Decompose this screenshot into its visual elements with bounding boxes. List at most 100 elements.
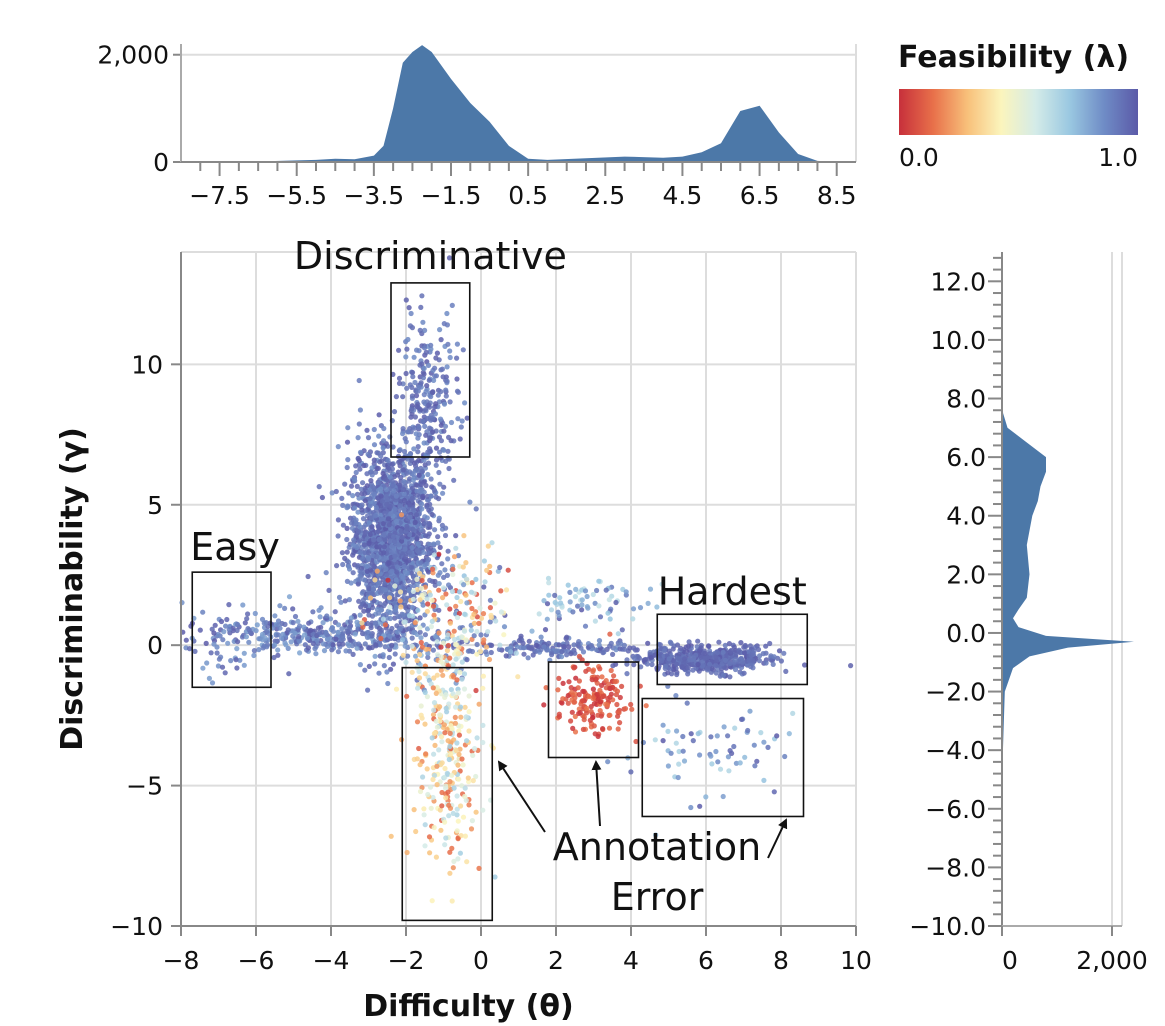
scatter-point	[444, 310, 450, 317]
scatter-point	[754, 758, 760, 764]
scatter-point	[687, 657, 693, 663]
scatter-point	[407, 550, 413, 556]
scatter-point	[487, 563, 493, 570]
scatter-point	[413, 393, 420, 399]
scatter-point	[418, 635, 424, 641]
scatter-point	[394, 472, 401, 478]
scatter-point	[424, 561, 430, 567]
scatter-point	[403, 297, 409, 303]
scatter-point	[431, 541, 437, 547]
scatter-point	[235, 639, 241, 645]
scatter-point	[747, 643, 754, 649]
right-ytick-label: −4.0	[925, 736, 986, 765]
scatter-point	[417, 327, 423, 333]
scatter-point	[455, 836, 461, 842]
scatter-point	[264, 629, 270, 635]
scatter-point	[344, 549, 350, 555]
scatter-point	[437, 704, 443, 710]
scatter-point	[384, 501, 390, 507]
scatter-point	[407, 613, 413, 619]
scatter-point	[417, 629, 423, 635]
scatter-point	[336, 641, 342, 647]
scatter-point	[605, 610, 611, 616]
scatter-point	[498, 588, 504, 594]
scatter-point	[675, 774, 681, 781]
scatter-point	[397, 626, 403, 632]
scatter-point	[752, 763, 758, 769]
scatter-point	[378, 503, 384, 509]
scatter-point	[496, 646, 502, 653]
scatter-point	[393, 394, 399, 400]
scatter-point	[369, 465, 375, 471]
scatter-point	[403, 659, 409, 666]
scatter-point	[457, 436, 463, 442]
scatter-point	[414, 512, 420, 518]
scatter-point	[619, 627, 625, 633]
scatter-point	[390, 483, 396, 489]
scatter-point	[415, 607, 421, 613]
scatter-point	[455, 651, 461, 657]
scatter-point	[241, 650, 247, 656]
scatter-point	[450, 566, 456, 572]
scatter-point	[588, 642, 595, 649]
scatter-point	[568, 718, 574, 724]
scatter-point	[676, 651, 682, 658]
scatter-point	[455, 416, 461, 422]
scatter-point	[357, 449, 364, 455]
scatter-point	[603, 685, 609, 691]
scatter-point	[469, 648, 475, 655]
scatter-point	[654, 604, 660, 610]
scatter-point	[372, 513, 378, 519]
scatter-point	[657, 642, 663, 648]
scatter-point	[695, 638, 701, 644]
scatter-point	[448, 751, 454, 757]
scatter-point	[400, 394, 406, 400]
scatter-point	[203, 640, 209, 647]
scatter-point	[417, 651, 423, 658]
scatter-point	[434, 639, 440, 645]
scatter-point	[358, 645, 364, 651]
scatter-point	[390, 534, 397, 540]
scatter-point	[414, 492, 420, 498]
scatter-point	[301, 624, 307, 630]
scatter-point	[402, 589, 408, 595]
scatter-point	[419, 785, 425, 791]
scatter-point	[428, 394, 434, 400]
scatter-point	[380, 616, 386, 622]
region-box	[641, 697, 805, 818]
scatter-point	[380, 521, 386, 527]
right-ytick-label: −10.0	[909, 912, 986, 941]
scatter-point	[765, 744, 771, 751]
scatter-point	[350, 542, 356, 548]
scatter-point	[358, 486, 364, 492]
scatter-point	[374, 606, 380, 613]
scatter-point	[561, 644, 568, 650]
scatter-point	[344, 536, 350, 543]
scatter-point	[416, 472, 422, 478]
scatter-point	[381, 531, 387, 538]
scatter-point	[464, 415, 470, 421]
scatter-point	[433, 445, 440, 451]
scatter-point	[200, 665, 206, 671]
scatter-point	[463, 592, 469, 598]
scatter-point	[347, 637, 353, 643]
scatter-point	[541, 702, 547, 708]
scatter-point	[419, 577, 425, 584]
right-ytick-label: 8.0	[946, 385, 986, 414]
scatter-point	[329, 490, 335, 496]
scatter-point	[335, 517, 341, 523]
scatter-point	[404, 346, 410, 352]
scatter-point	[208, 650, 214, 656]
scatter-point	[781, 650, 787, 656]
scatter-point	[192, 648, 198, 655]
legend-title: Feasibility (λ)	[898, 40, 1129, 75]
scatter-point	[318, 624, 324, 630]
scatter-point	[345, 457, 351, 463]
scatter-point	[364, 483, 370, 489]
scatter-point	[409, 545, 415, 551]
scatter-point	[381, 425, 387, 432]
scatter-point	[515, 674, 521, 680]
scatter-point	[469, 818, 475, 824]
scatter-point	[559, 604, 565, 610]
scatter-point	[401, 564, 407, 570]
